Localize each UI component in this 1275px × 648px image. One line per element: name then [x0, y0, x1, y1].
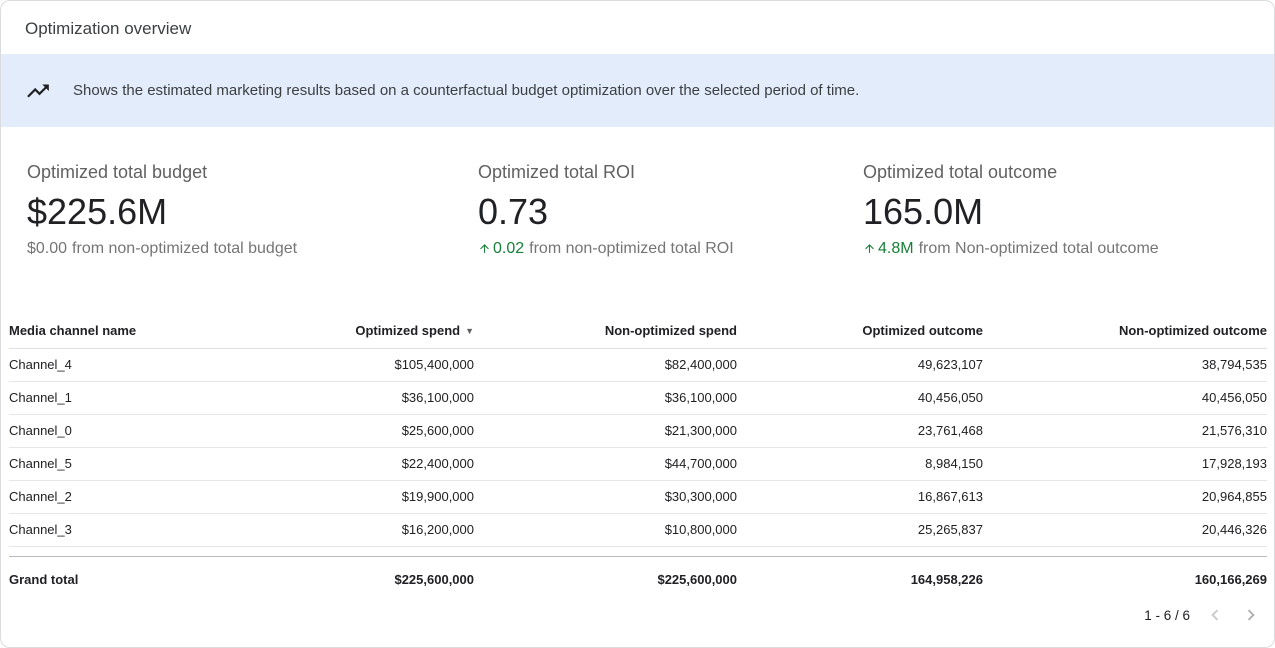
- value-cell: $19,900,000: [249, 480, 474, 514]
- kpi-label: Optimized total ROI: [478, 162, 636, 182]
- grand-total-label: Grand total: [9, 556, 249, 599]
- value-cell: 20,964,855: [983, 480, 1267, 514]
- chevron-right-icon[interactable]: [1240, 604, 1262, 626]
- value-cell: 23,761,468: [737, 414, 983, 448]
- banner-text: Shows the estimated marketing results ba…: [73, 82, 860, 99]
- delta-amount: 0.02: [493, 240, 525, 257]
- kpi-delta: 0.02 from non-optimized total ROI: [478, 239, 863, 258]
- channel-table-wrap: Media channel name Optimized spend ▼ Non-op…: [1, 314, 1274, 599]
- grand-total-value: 164,958,226: [737, 556, 983, 599]
- kpi-optimized-total-roi: Optimized total ROI 0.73 0.02 from non-o…: [478, 162, 863, 258]
- delta-amount: $0.00: [27, 240, 68, 257]
- kpi-value: 165.0M: [863, 191, 984, 232]
- value-cell: $16,200,000: [249, 513, 474, 547]
- grand-total-row: Grand total $225,600,000 $225,600,000 164,9…: [9, 556, 1267, 599]
- kpi-delta: $0.00 from non-optimized total budget: [27, 239, 478, 258]
- channel-name-cell: Channel_2: [9, 480, 249, 514]
- kpi-value: 0.73: [478, 191, 549, 232]
- value-cell: $10,800,000: [474, 513, 737, 547]
- column-header-non-optimized-outcome[interactable]: Non-optimized outcome: [983, 314, 1267, 349]
- table-row[interactable]: Channel_2 $19,900,000 $30,300,000 16,867,61…: [9, 480, 1267, 514]
- kpi-label: Optimized total budget: [27, 162, 208, 182]
- arrow-up-icon: [478, 242, 491, 255]
- channel-name-cell: Channel_3: [9, 513, 249, 547]
- table-spacer-row: [9, 547, 1267, 557]
- value-cell: 40,456,050: [737, 381, 983, 415]
- value-cell: 25,265,837: [737, 513, 983, 547]
- info-banner: Shows the estimated marketing results ba…: [1, 54, 1274, 127]
- delta-text: from Non-optimized total outcome: [918, 240, 1159, 257]
- channel-name-cell: Channel_0: [9, 414, 249, 448]
- kpi-value: $225.6M: [27, 191, 168, 232]
- table-row[interactable]: Channel_1 $36,100,000 $36,100,000 40,456,05…: [9, 381, 1267, 415]
- table-row[interactable]: Channel_0 $25,600,000 $21,300,000 23,761,46…: [9, 414, 1267, 448]
- arrow-up-icon: [863, 242, 876, 255]
- pagination: 1 - 6 / 6: [1, 599, 1274, 626]
- value-cell: $22,400,000: [249, 447, 474, 481]
- value-cell: 17,928,193: [983, 447, 1267, 481]
- table-row[interactable]: Channel_5 $22,400,000 $44,700,000 8,984,150…: [9, 447, 1267, 481]
- value-cell: $21,300,000: [474, 414, 737, 448]
- column-header-optimized-outcome[interactable]: Optimized outcome: [737, 314, 983, 349]
- value-cell: 21,576,310: [983, 414, 1267, 448]
- value-cell: 38,794,535: [983, 348, 1267, 382]
- kpi-row: Optimized total budget $225.6M $0.00 fro…: [1, 127, 1274, 314]
- grand-total-value: $225,600,000: [249, 556, 474, 599]
- value-cell: 16,867,613: [737, 480, 983, 514]
- value-cell: $25,600,000: [249, 414, 474, 448]
- value-cell: $82,400,000: [474, 348, 737, 382]
- card-header: Optimization overview: [1, 1, 1274, 54]
- delta-amount: 4.8M: [878, 240, 914, 257]
- channel-name-cell: Channel_1: [9, 381, 249, 415]
- grand-total-value: $225,600,000: [474, 556, 737, 599]
- value-cell: $36,100,000: [249, 381, 474, 415]
- value-cell: $105,400,000: [249, 348, 474, 382]
- value-cell: 40,456,050: [983, 381, 1267, 415]
- column-header-optimized-spend[interactable]: Optimized spend ▼: [249, 314, 474, 349]
- value-cell: $36,100,000: [474, 381, 737, 415]
- page-title: Optimization overview: [25, 19, 192, 38]
- value-cell: 20,446,326: [983, 513, 1267, 547]
- channel-name-cell: Channel_5: [9, 447, 249, 481]
- kpi-delta: 4.8M from Non-optimized total outcome: [863, 239, 1248, 258]
- table-row[interactable]: Channel_4 $105,400,000 $82,400,000 49,623,1…: [9, 348, 1267, 382]
- value-cell: 8,984,150: [737, 447, 983, 481]
- channel-table: Media channel name Optimized spend ▼ Non-op…: [9, 314, 1267, 599]
- table-row[interactable]: Channel_3 $16,200,000 $10,800,000 25,265,83…: [9, 513, 1267, 547]
- channel-name-cell: Channel_4: [9, 348, 249, 382]
- column-header-non-optimized-spend[interactable]: Non-optimized spend: [474, 314, 737, 349]
- table-header-row: Media channel name Optimized spend ▼ Non-op…: [9, 314, 1267, 349]
- value-cell: $44,700,000: [474, 447, 737, 481]
- chevron-left-icon[interactable]: [1204, 604, 1226, 626]
- pagination-label: 1 - 6 / 6: [1144, 607, 1190, 623]
- delta-text: from non-optimized total ROI: [529, 240, 734, 257]
- value-cell: 49,623,107: [737, 348, 983, 382]
- trending-up-icon: [25, 78, 51, 104]
- kpi-label: Optimized total outcome: [863, 162, 1058, 182]
- sort-desc-icon: ▼: [465, 326, 474, 336]
- value-cell: $30,300,000: [474, 480, 737, 514]
- kpi-optimized-total-budget: Optimized total budget $225.6M $0.00 fro…: [27, 162, 478, 258]
- kpi-optimized-total-outcome: Optimized total outcome 165.0M 4.8M from…: [863, 162, 1248, 258]
- grand-total-value: 160,166,269: [983, 556, 1267, 599]
- delta-text: from non-optimized total budget: [72, 240, 298, 257]
- column-header-media-channel-name[interactable]: Media channel name: [9, 314, 249, 349]
